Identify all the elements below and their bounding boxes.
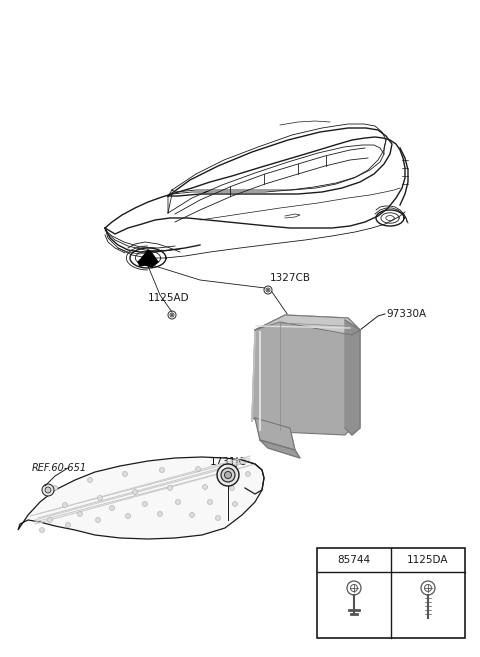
Circle shape [176, 499, 180, 505]
Circle shape [203, 484, 207, 489]
Circle shape [52, 486, 58, 491]
Circle shape [45, 487, 51, 493]
Circle shape [195, 466, 201, 472]
Polygon shape [138, 250, 158, 267]
Circle shape [216, 516, 220, 520]
Circle shape [221, 468, 235, 482]
Circle shape [245, 472, 251, 476]
Text: 1327CB: 1327CB [270, 273, 311, 283]
Circle shape [125, 514, 131, 518]
Circle shape [122, 472, 128, 476]
Polygon shape [18, 457, 264, 539]
Text: REF.60-651: REF.60-651 [32, 463, 87, 473]
Circle shape [87, 478, 93, 482]
Text: 97330A: 97330A [386, 309, 426, 319]
Circle shape [62, 503, 68, 507]
Text: 1125DA: 1125DA [407, 555, 449, 565]
Polygon shape [252, 315, 360, 435]
Circle shape [48, 518, 52, 522]
Circle shape [225, 472, 231, 478]
Polygon shape [255, 418, 295, 450]
Polygon shape [345, 320, 360, 435]
Circle shape [217, 464, 239, 486]
Polygon shape [260, 440, 300, 458]
Circle shape [109, 505, 115, 510]
Circle shape [207, 499, 213, 505]
Circle shape [97, 495, 103, 501]
Bar [317, 548, 465, 638]
Polygon shape [252, 330, 255, 422]
Circle shape [96, 518, 100, 522]
Circle shape [42, 484, 54, 496]
Circle shape [190, 512, 194, 518]
Circle shape [39, 528, 45, 533]
Circle shape [157, 512, 163, 516]
Polygon shape [255, 315, 360, 335]
Circle shape [223, 468, 228, 472]
Circle shape [65, 522, 71, 528]
Text: 1731JC: 1731JC [210, 457, 246, 467]
Circle shape [77, 512, 83, 516]
Circle shape [143, 501, 147, 507]
Text: 85744: 85744 [337, 555, 371, 565]
Circle shape [168, 486, 172, 491]
Circle shape [159, 468, 165, 472]
Circle shape [232, 501, 238, 507]
Text: 1125AD: 1125AD [148, 293, 190, 303]
Circle shape [229, 486, 235, 491]
Circle shape [132, 489, 137, 495]
